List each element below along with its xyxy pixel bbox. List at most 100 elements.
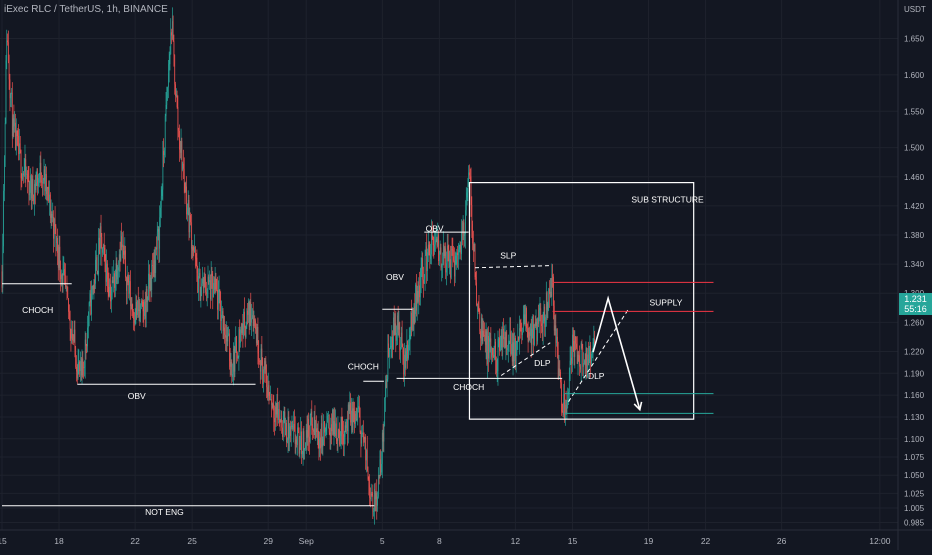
candle-body	[532, 324, 534, 329]
candle-body	[282, 422, 284, 437]
candle-body	[184, 182, 186, 192]
candle-body	[200, 287, 202, 301]
candle-body	[39, 162, 41, 175]
candle-body	[423, 278, 425, 284]
candle-body	[137, 300, 139, 312]
candle-body	[407, 340, 409, 359]
candle-body	[454, 260, 455, 277]
candle-body	[575, 336, 576, 344]
candle-body	[504, 337, 506, 348]
candle-body	[518, 336, 519, 341]
candle-body	[498, 337, 500, 340]
candle-body	[476, 282, 477, 306]
candle-body	[288, 416, 290, 439]
candle-body	[477, 304, 479, 307]
candle-body	[564, 404, 566, 419]
candle-body	[304, 448, 306, 451]
candle-body	[155, 247, 157, 273]
time-tick-label: 18	[54, 536, 64, 546]
candle-body	[207, 276, 209, 289]
candle-body	[28, 179, 30, 196]
candle-body	[389, 347, 391, 349]
candle-body	[220, 305, 222, 321]
candle-body	[165, 104, 167, 117]
candle-body	[292, 425, 294, 430]
candle-body	[418, 285, 420, 302]
last-price-value: 1.231	[904, 294, 927, 304]
candle-body	[547, 303, 549, 310]
candle-body	[267, 385, 269, 398]
candle-body	[561, 405, 563, 412]
candle-body	[286, 422, 287, 443]
candle-body	[299, 447, 301, 454]
candle-body	[194, 247, 196, 258]
candle-body	[312, 424, 313, 430]
candle-body	[243, 311, 245, 337]
candle-body	[403, 354, 405, 375]
candle-body	[52, 217, 54, 218]
candle-body	[233, 348, 234, 375]
candle-body	[480, 317, 482, 339]
candle-body	[494, 341, 496, 355]
candle-body	[62, 270, 64, 286]
candle-body	[266, 374, 267, 388]
candle-body	[87, 327, 88, 347]
candles-layer	[1, 7, 595, 525]
candle-body	[336, 423, 337, 441]
candle-body	[402, 343, 404, 355]
candle-body	[338, 429, 340, 431]
candle-body	[444, 248, 446, 256]
candle-body	[400, 346, 401, 351]
candle-body	[297, 427, 299, 432]
candle-body	[15, 130, 17, 151]
candle-body	[286, 439, 288, 443]
price-tick-label: 1.600	[904, 71, 925, 80]
candle-body	[162, 151, 164, 190]
candle-body	[376, 492, 378, 506]
candle-body	[86, 345, 88, 347]
candle-body	[68, 298, 69, 312]
candle-body	[412, 308, 414, 324]
candle-body	[199, 273, 201, 301]
candle-body	[413, 306, 415, 324]
candle-body	[22, 173, 23, 180]
candle-body	[147, 300, 149, 303]
candle-body	[188, 200, 190, 233]
candle-body	[579, 355, 580, 367]
candle-body	[145, 289, 147, 319]
candle-body	[55, 226, 57, 244]
candle-body	[331, 424, 332, 432]
candle-body	[237, 357, 239, 358]
candle-body	[185, 186, 187, 192]
price-tick-label: 1.550	[904, 107, 925, 116]
candle-body	[132, 311, 134, 313]
candle-body	[122, 244, 124, 251]
candle-body	[301, 454, 303, 455]
candle-body	[375, 492, 377, 500]
candle-body	[9, 79, 11, 99]
candle-body	[297, 427, 298, 446]
candle-body	[235, 336, 237, 347]
candle-body	[19, 143, 21, 151]
candle-body	[81, 358, 83, 376]
candle-body	[294, 423, 295, 429]
candle-body	[593, 338, 595, 343]
candle-body	[139, 309, 141, 314]
candle-body	[17, 136, 19, 137]
candle-body	[362, 432, 363, 435]
candle-body	[322, 439, 324, 447]
candle-body	[194, 247, 195, 253]
candle-body	[450, 259, 451, 278]
candle-body	[94, 279, 96, 284]
candle-body	[105, 260, 107, 282]
candle-body	[247, 310, 248, 315]
candle-body	[44, 169, 46, 192]
candle-body	[89, 293, 91, 303]
candle-body	[458, 249, 459, 256]
candle-body	[13, 118, 15, 127]
candle-body	[497, 339, 499, 372]
candle-body	[514, 338, 515, 362]
candle-body	[41, 180, 42, 183]
